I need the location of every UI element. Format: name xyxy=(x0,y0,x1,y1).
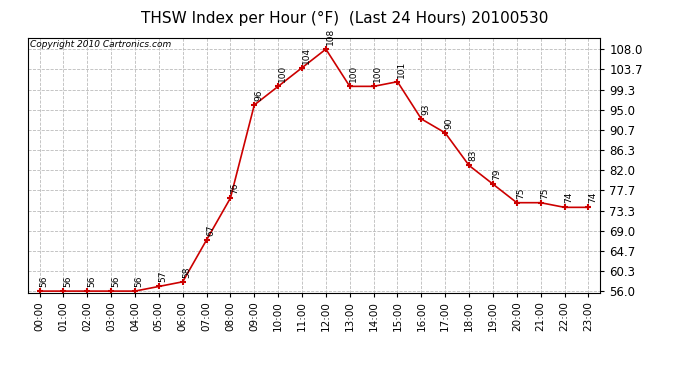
Text: 100: 100 xyxy=(349,65,358,82)
Text: 74: 74 xyxy=(588,192,597,203)
Text: 56: 56 xyxy=(111,275,120,287)
Text: 75: 75 xyxy=(540,187,549,198)
Text: 74: 74 xyxy=(564,192,573,203)
Text: 93: 93 xyxy=(421,103,430,115)
Text: 83: 83 xyxy=(469,150,477,161)
Text: 104: 104 xyxy=(302,46,310,64)
Text: 58: 58 xyxy=(182,266,191,278)
Text: 76: 76 xyxy=(230,182,239,194)
Text: 56: 56 xyxy=(63,275,72,287)
Text: 108: 108 xyxy=(326,28,335,45)
Text: 75: 75 xyxy=(516,187,526,198)
Text: 100: 100 xyxy=(373,65,382,82)
Text: 90: 90 xyxy=(445,117,454,129)
Text: 67: 67 xyxy=(206,224,215,236)
Text: 100: 100 xyxy=(278,65,287,82)
Text: 57: 57 xyxy=(159,271,168,282)
Text: 56: 56 xyxy=(87,275,96,287)
Text: 79: 79 xyxy=(493,168,502,180)
Text: Copyright 2010 Cartronics.com: Copyright 2010 Cartronics.com xyxy=(30,40,172,49)
Text: 56: 56 xyxy=(135,275,144,287)
Text: 101: 101 xyxy=(397,60,406,78)
Text: THSW Index per Hour (°F)  (Last 24 Hours) 20100530: THSW Index per Hour (°F) (Last 24 Hours)… xyxy=(141,11,549,26)
Text: 96: 96 xyxy=(254,89,263,101)
Text: 56: 56 xyxy=(39,275,48,287)
